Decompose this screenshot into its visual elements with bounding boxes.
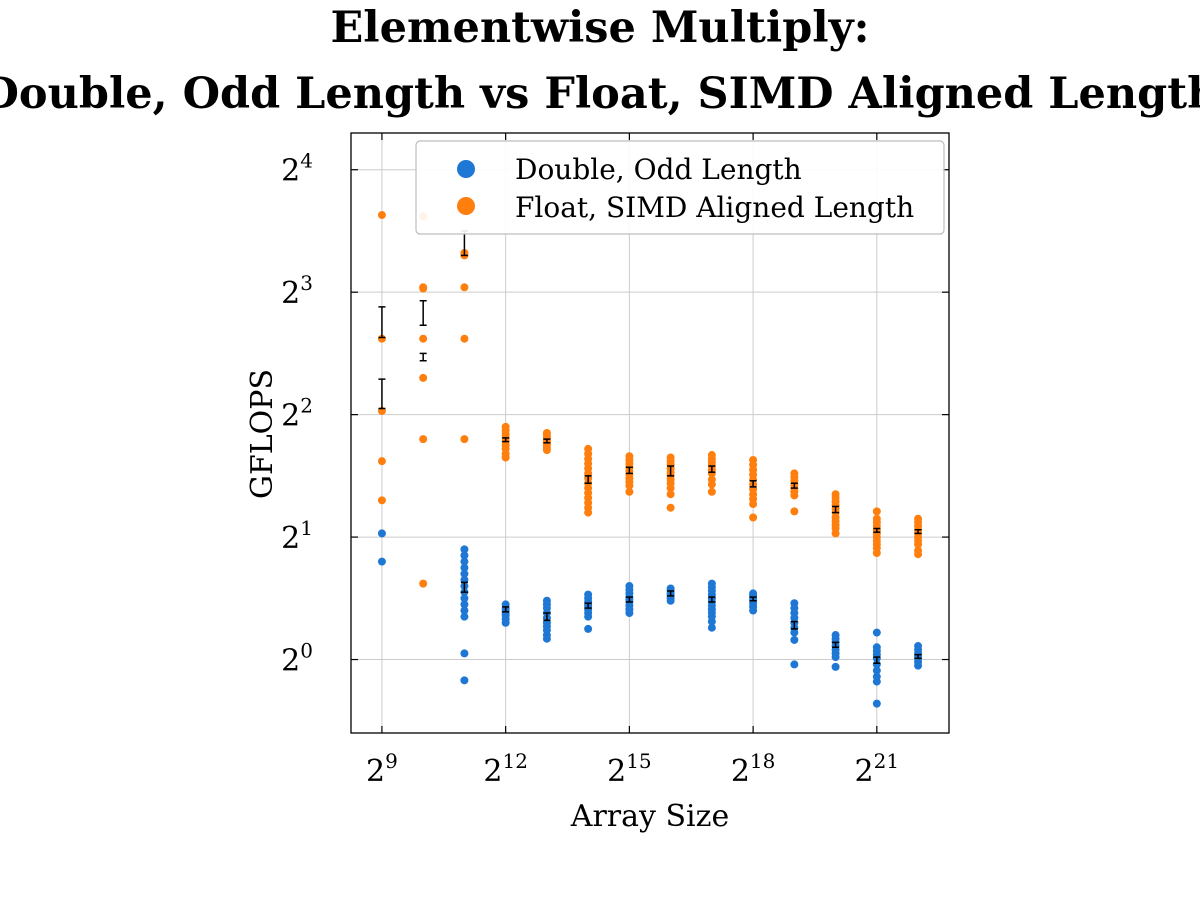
float-point bbox=[666, 484, 675, 493]
float-point bbox=[625, 481, 634, 490]
double-point bbox=[460, 649, 469, 658]
double-point bbox=[460, 563, 469, 572]
double-point bbox=[707, 623, 716, 632]
float-point bbox=[419, 334, 428, 343]
double-point bbox=[914, 661, 923, 670]
float-point bbox=[872, 507, 881, 516]
float-point bbox=[790, 507, 799, 516]
double-point bbox=[460, 594, 469, 603]
y-tick-label: 23 bbox=[281, 271, 313, 311]
float-point bbox=[914, 540, 923, 549]
double-point bbox=[460, 551, 469, 560]
y-axis-ticks: 20 21 22 23 24 bbox=[281, 149, 949, 679]
y-axis-label: GFLOPS bbox=[245, 369, 280, 499]
double-point bbox=[872, 677, 881, 686]
double-point bbox=[872, 628, 881, 637]
float-point bbox=[749, 500, 758, 509]
x-axis-ticks: 29 212 215 218 221 bbox=[366, 133, 899, 789]
double-point bbox=[460, 676, 469, 685]
double-point bbox=[872, 699, 881, 708]
double-point bbox=[460, 569, 469, 578]
float-point bbox=[501, 453, 510, 462]
float-point bbox=[625, 487, 634, 496]
x-tick-label: 221 bbox=[855, 749, 900, 789]
float-point bbox=[419, 435, 428, 444]
double-point bbox=[872, 666, 881, 675]
float-point bbox=[460, 334, 469, 343]
float-point bbox=[707, 487, 716, 496]
float-point bbox=[460, 283, 469, 292]
double-point bbox=[584, 612, 593, 621]
double-point bbox=[790, 660, 799, 669]
y-tick-label: 20 bbox=[281, 639, 313, 679]
y-tick-label: 24 bbox=[281, 149, 313, 189]
x-tick-label: 218 bbox=[731, 749, 776, 789]
x-tick-label: 29 bbox=[366, 749, 398, 789]
float-point bbox=[707, 469, 716, 478]
x-axis-label: Array Size bbox=[570, 799, 729, 834]
double-point bbox=[542, 634, 551, 643]
legend-marker-float bbox=[457, 197, 475, 215]
error-bars bbox=[378, 230, 922, 664]
float-point bbox=[419, 284, 428, 293]
float-point bbox=[790, 491, 799, 500]
double-point bbox=[584, 624, 593, 633]
double-point bbox=[501, 618, 510, 627]
double-point bbox=[460, 606, 469, 615]
float-point bbox=[419, 579, 428, 588]
float-point bbox=[377, 334, 386, 343]
double-point bbox=[831, 653, 840, 662]
double-point bbox=[377, 557, 386, 566]
legend-marker-double bbox=[457, 160, 475, 178]
chart-title-line-1: Elementwise Multiply: bbox=[331, 3, 870, 53]
y-tick-label: 21 bbox=[281, 516, 313, 556]
float-point bbox=[914, 550, 923, 559]
double-point bbox=[460, 600, 469, 609]
legend: Double, Odd Length Float, SIMD Aligned L… bbox=[415, 140, 945, 235]
double-point bbox=[377, 529, 386, 538]
float-point bbox=[377, 496, 386, 505]
float-point bbox=[377, 211, 386, 220]
float-point bbox=[666, 503, 675, 512]
float-point bbox=[460, 435, 469, 444]
float-point bbox=[707, 480, 716, 489]
x-tick-label: 215 bbox=[607, 749, 652, 789]
double-point bbox=[707, 617, 716, 626]
float-point bbox=[666, 490, 675, 499]
double-point bbox=[831, 662, 840, 671]
legend-label-float: Float, SIMD Aligned Length bbox=[515, 191, 914, 224]
float-point bbox=[749, 513, 758, 522]
data-points bbox=[377, 211, 923, 708]
double-point bbox=[790, 628, 799, 637]
chart-title-line-2: Double, Odd Length vs Float, SIMD Aligne… bbox=[0, 69, 1200, 119]
legend-label-double: Double, Odd Length bbox=[515, 153, 802, 186]
legend-box bbox=[415, 140, 945, 235]
double-point bbox=[625, 609, 634, 617]
float-point bbox=[872, 549, 881, 557]
float-point bbox=[419, 373, 428, 382]
double-point bbox=[749, 606, 758, 615]
float-point bbox=[831, 529, 840, 538]
x-tick-label: 212 bbox=[483, 749, 528, 789]
double-point bbox=[790, 635, 799, 644]
double-point bbox=[460, 545, 469, 554]
double-point bbox=[872, 660, 881, 669]
float-point bbox=[542, 446, 551, 455]
double-point bbox=[460, 612, 469, 621]
double-point bbox=[460, 557, 469, 566]
plot-frame bbox=[350, 132, 950, 734]
y-tick-label: 22 bbox=[281, 394, 313, 434]
float-point bbox=[584, 508, 593, 517]
float-point bbox=[377, 457, 386, 466]
double-point bbox=[666, 596, 675, 605]
